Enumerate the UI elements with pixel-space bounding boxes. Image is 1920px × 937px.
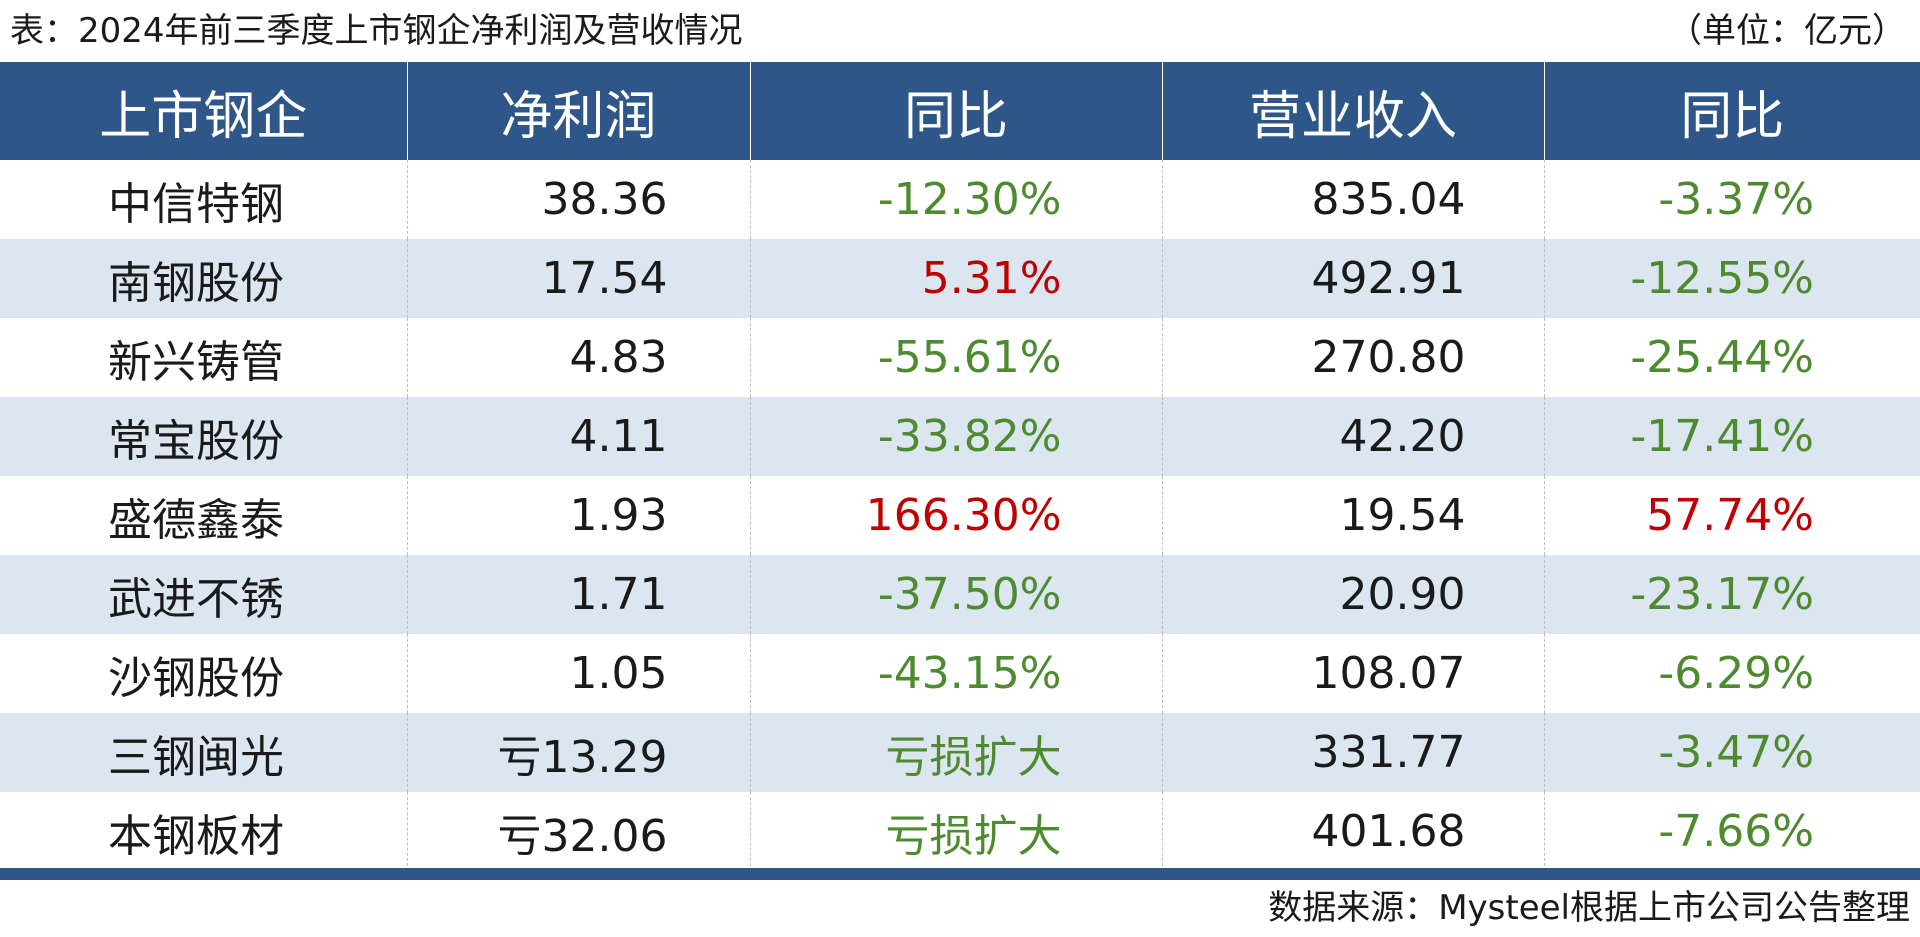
table-row: 中信特钢 38.36 -12.30% 835.04 -3.37% <box>0 160 1920 239</box>
revenue-cell: 19.54 <box>1161 476 1544 555</box>
company-cell: 沙钢股份 <box>108 652 284 704</box>
revenue-cell: 492.91 <box>1161 239 1544 318</box>
table-row: 三钢闽光 亏13.29 亏损扩大 331.77 -3.47% <box>0 713 1920 792</box>
header-net-profit: 净利润 <box>406 62 750 160</box>
table-row: 盛德鑫泰 1.93 166.30% 19.54 57.74% <box>0 476 1920 555</box>
net-profit-cell: 1.93 <box>406 476 750 555</box>
table-row: 沙钢股份 1.05 -43.15% 108.07 -6.29% <box>0 634 1920 713</box>
revenue-cell: 42.20 <box>1161 397 1544 476</box>
profit-yoy-cell: -33.82% <box>749 397 1162 476</box>
table-row: 新兴铸管 4.83 -55.61% 270.80 -25.44% <box>0 318 1920 397</box>
company-cell: 常宝股份 <box>108 415 284 467</box>
header-revenue: 营业收入 <box>1161 62 1544 160</box>
revenue-yoy-cell: -7.66% <box>1543 792 1920 871</box>
profit-yoy-cell: 亏损扩大 <box>749 713 1162 792</box>
table-bottom-rule <box>0 868 1920 880</box>
table-row: 武进不锈 1.71 -37.50% 20.90 -23.17% <box>0 555 1920 634</box>
profit-yoy-cell: 亏损扩大 <box>749 792 1162 871</box>
revenue-yoy-cell: -25.44% <box>1543 318 1920 397</box>
revenue-yoy-cell: -6.29% <box>1543 634 1920 713</box>
revenue-yoy-cell: -17.41% <box>1543 397 1920 476</box>
net-profit-cell: 亏32.06 <box>406 792 750 871</box>
profit-yoy-cell: 5.31% <box>749 239 1162 318</box>
table-title: 表：2024年前三季度上市钢企净利润及营收情况 <box>10 11 743 51</box>
profit-yoy-cell: 166.30% <box>749 476 1162 555</box>
revenue-cell: 108.07 <box>1161 634 1544 713</box>
revenue-cell: 331.77 <box>1161 713 1544 792</box>
profit-yoy-cell: -43.15% <box>749 634 1162 713</box>
net-profit-cell: 17.54 <box>406 239 750 318</box>
profit-yoy-cell: -37.50% <box>749 555 1162 634</box>
table-row: 常宝股份 4.11 -33.82% 42.20 -17.41% <box>0 397 1920 476</box>
profit-yoy-cell: -12.30% <box>749 160 1162 239</box>
revenue-cell: 401.68 <box>1161 792 1544 871</box>
revenue-yoy-cell: -23.17% <box>1543 555 1920 634</box>
profit-revenue-table: 上市钢企 净利润 同比 营业收入 同比 中信特钢 38.36 -12.30% 8… <box>0 62 1920 871</box>
header-profit-yoy: 同比 <box>749 62 1162 160</box>
source-note: 数据来源：Mysteel根据上市公司公告整理 <box>1268 888 1910 928</box>
net-profit-cell: 亏13.29 <box>406 713 750 792</box>
revenue-cell: 20.90 <box>1161 555 1544 634</box>
revenue-yoy-cell: -12.55% <box>1543 239 1920 318</box>
company-cell: 三钢闽光 <box>108 731 284 783</box>
table-header-row: 上市钢企 净利润 同比 营业收入 同比 <box>0 62 1920 160</box>
revenue-cell: 835.04 <box>1161 160 1544 239</box>
company-cell: 盛德鑫泰 <box>108 494 284 546</box>
header-company: 上市钢企 <box>99 86 308 147</box>
company-cell: 中信特钢 <box>108 178 284 230</box>
revenue-yoy-cell: -3.47% <box>1543 713 1920 792</box>
revenue-yoy-cell: -3.37% <box>1543 160 1920 239</box>
table-row: 本钢板材 亏32.06 亏损扩大 401.68 -7.66% <box>0 792 1920 871</box>
net-profit-cell: 4.83 <box>406 318 750 397</box>
title-bar: 表：2024年前三季度上市钢企净利润及营收情况 （单位：亿元） <box>0 0 1920 62</box>
net-profit-cell: 1.05 <box>406 634 750 713</box>
company-cell: 武进不锈 <box>108 573 284 625</box>
table-body: 中信特钢 38.36 -12.30% 835.04 -3.37% 南钢股份 17… <box>0 160 1920 871</box>
profit-yoy-cell: -55.61% <box>749 318 1162 397</box>
table-row: 南钢股份 17.54 5.31% 492.91 -12.55% <box>0 239 1920 318</box>
net-profit-cell: 4.11 <box>406 397 750 476</box>
unit-note: （单位：亿元） <box>1668 11 1906 51</box>
data-table-container: 上市钢企 净利润 同比 营业收入 同比 中信特钢 38.36 -12.30% 8… <box>0 62 1920 871</box>
company-cell: 南钢股份 <box>108 257 284 309</box>
net-profit-cell: 1.71 <box>406 555 750 634</box>
header-revenue-yoy: 同比 <box>1543 62 1920 160</box>
net-profit-cell: 38.36 <box>406 160 750 239</box>
revenue-yoy-cell: 57.74% <box>1543 476 1920 555</box>
company-cell: 新兴铸管 <box>108 336 284 388</box>
revenue-cell: 270.80 <box>1161 318 1544 397</box>
company-cell: 本钢板材 <box>108 810 284 862</box>
